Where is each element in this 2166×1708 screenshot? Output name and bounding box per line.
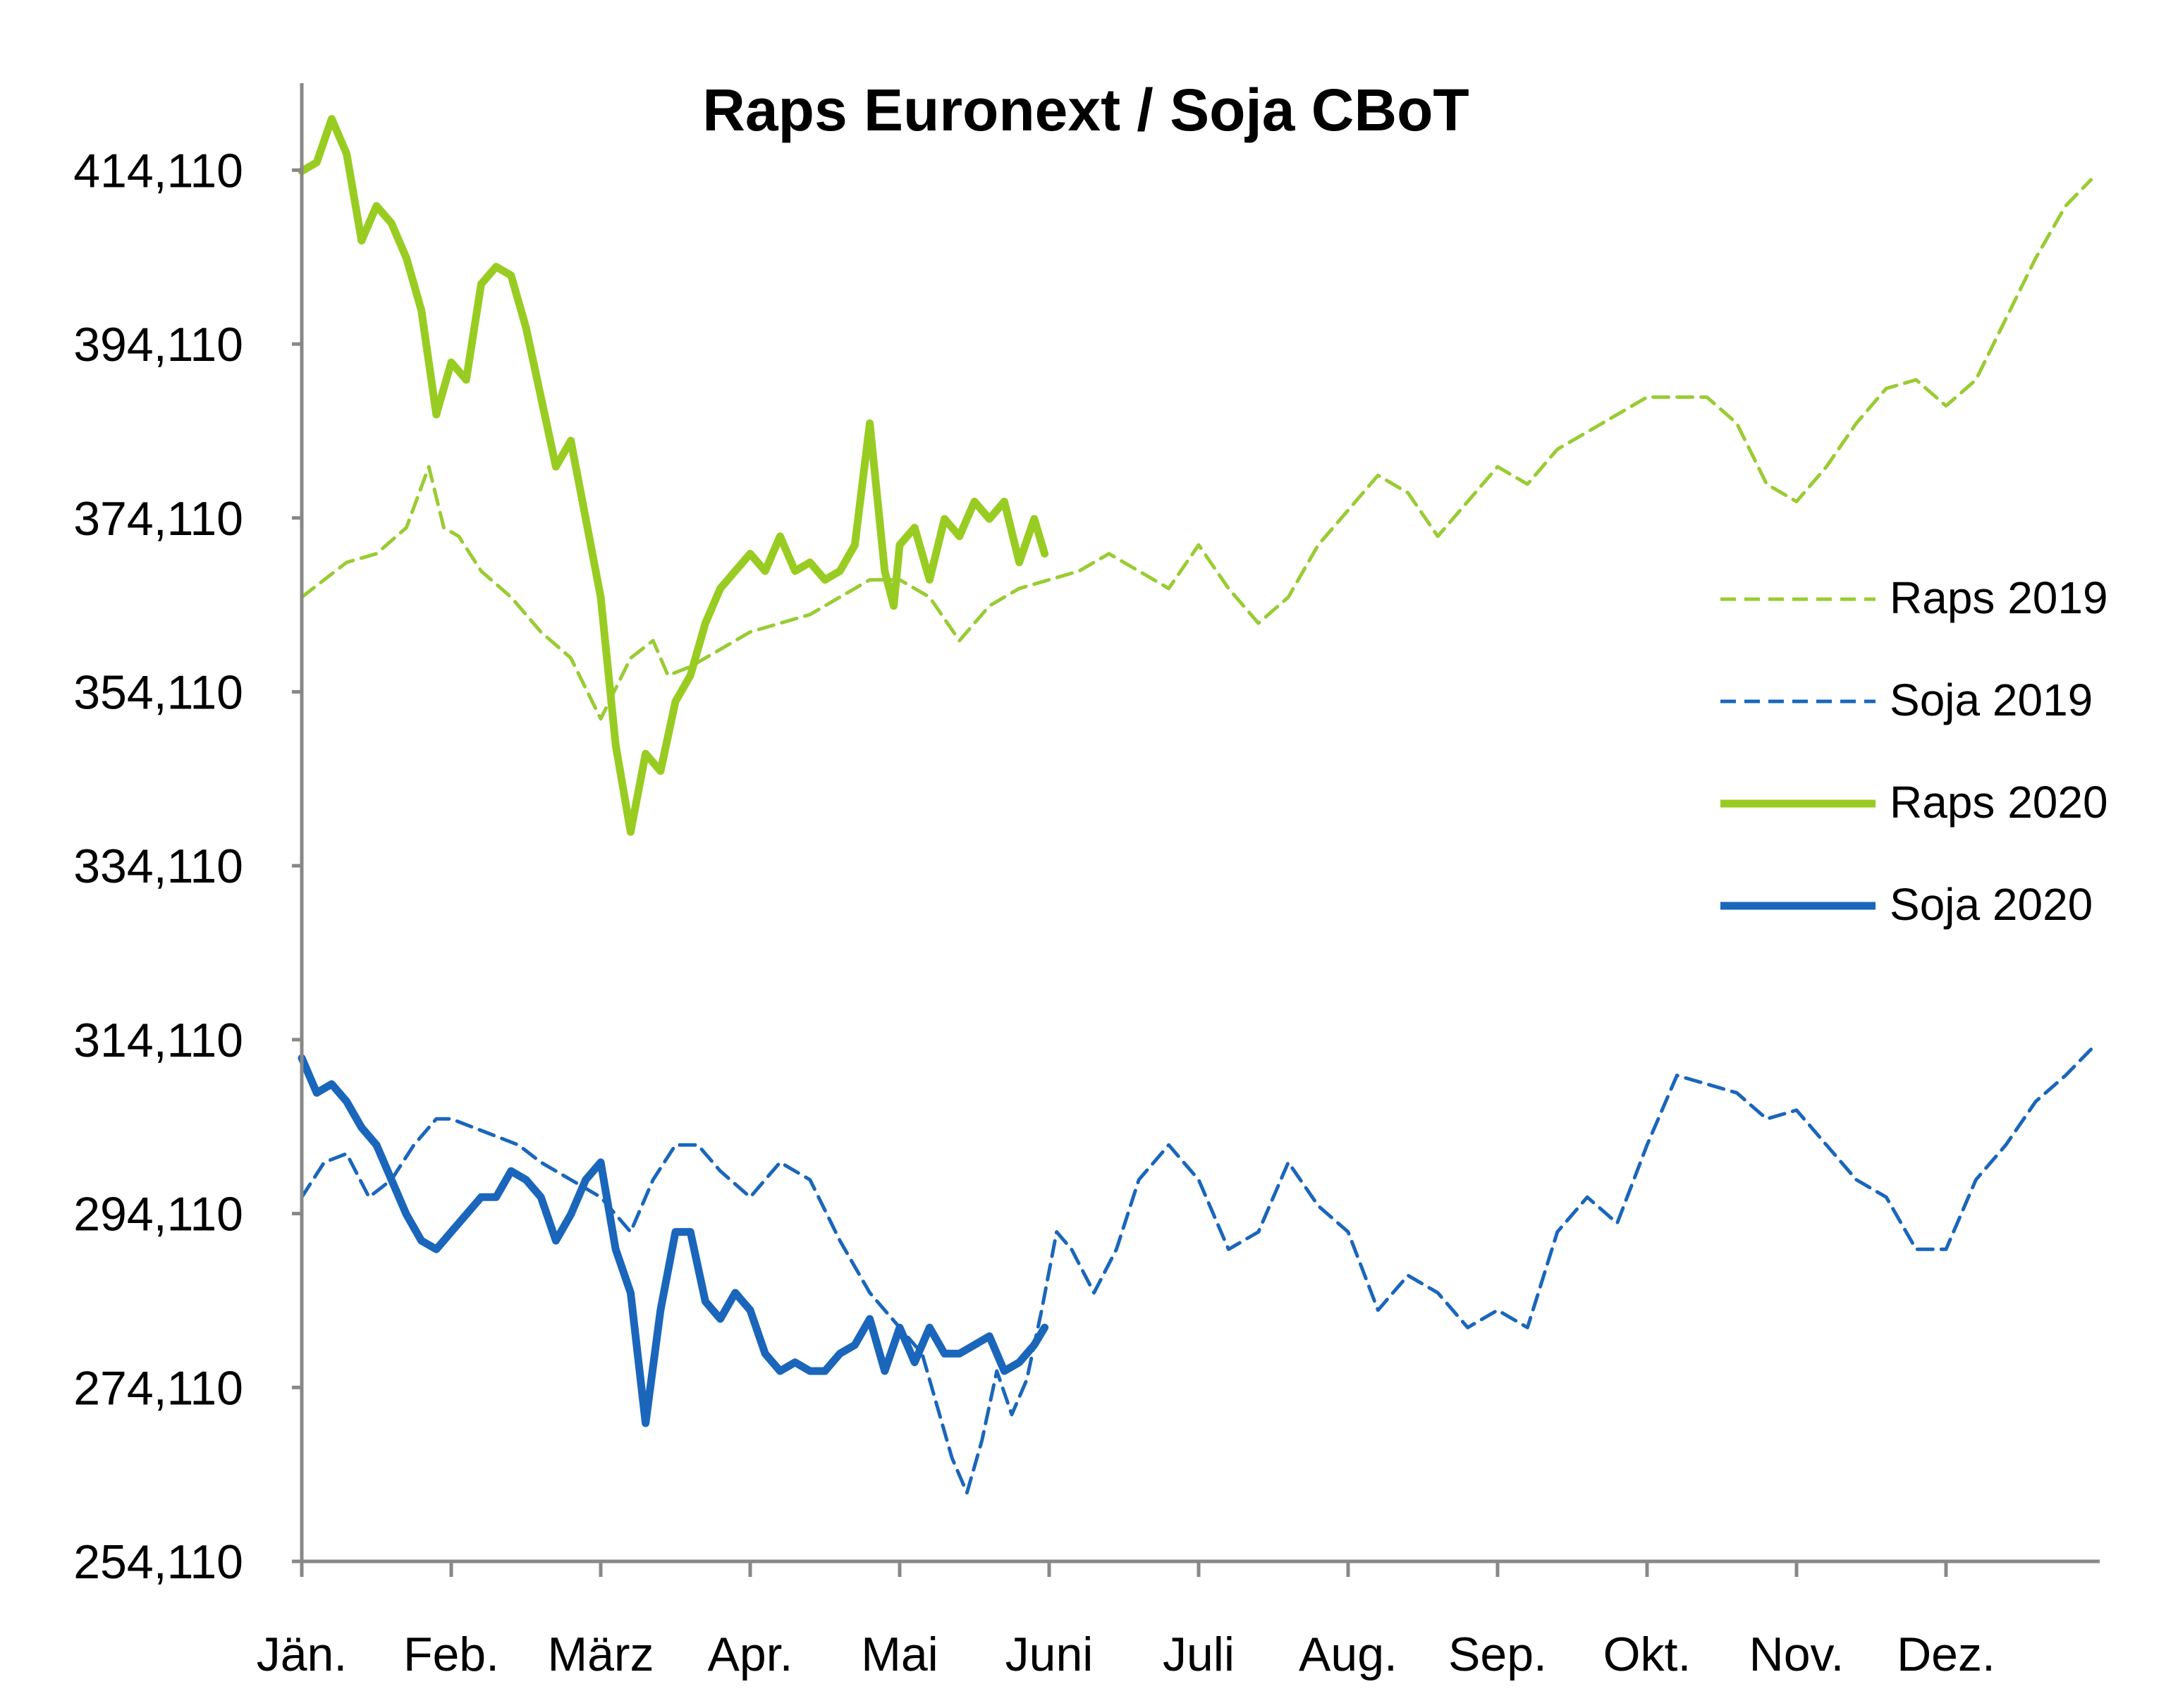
y-tick-label: 274,110 <box>73 1361 243 1415</box>
y-tick-label: 374,110 <box>73 492 243 546</box>
x-tick-label: Dez. <box>1897 1628 1995 1681</box>
series-line-raps-2020 <box>298 115 1049 836</box>
series-line-raps-2019 <box>300 178 2093 721</box>
x-tick-label: Apr. <box>708 1628 793 1681</box>
series-line-soja-2019 <box>300 1047 2093 1495</box>
legend-label-raps-2020: Raps 2020 <box>1890 777 2108 828</box>
x-tick-label: Sep. <box>1448 1628 1547 1681</box>
y-tick-label: 334,110 <box>73 840 243 893</box>
axis-layer <box>300 83 2100 1563</box>
x-tick-label: März <box>547 1628 654 1681</box>
y-tick-label: 254,110 <box>73 1535 243 1589</box>
y-tick-label: 394,110 <box>73 318 243 371</box>
y-tick-label: 414,110 <box>73 144 243 197</box>
x-tick-label: Okt. <box>1603 1628 1691 1681</box>
legend: Raps 2019 Soja 2019 Raps 2020 Soja 2020 <box>1720 572 2108 930</box>
chart-title: Raps Euronext / Soja CBoT <box>702 77 1469 143</box>
legend-label-raps-2019: Raps 2019 <box>1890 572 2108 623</box>
x-tick-label: Juli <box>1163 1628 1235 1681</box>
x-tick-label: Mai <box>861 1628 938 1681</box>
series-line-soja-2020 <box>298 1054 1049 1427</box>
x-tick-labels: Jän. Feb. März Apr. Mai Juni Juli Aug. Sep. Okt. N… <box>257 1561 1995 1681</box>
x-tick-label: Feb. <box>403 1628 499 1681</box>
x-tick-label: Juni <box>1005 1628 1094 1681</box>
y-tick-label: 294,110 <box>73 1188 243 1241</box>
y-tick-labels: 254,110 274,110 294,110 314,110 334,110 354,1… <box>73 144 302 1589</box>
x-tick-label: Nov. <box>1749 1628 1844 1681</box>
legend-label-soja-2020: Soja 2020 <box>1890 879 2093 930</box>
y-tick-label: 314,110 <box>73 1014 243 1067</box>
y-tick-label: 354,110 <box>73 665 243 719</box>
legend-label-soja-2019: Soja 2019 <box>1890 675 2093 725</box>
x-tick-label: Jän. <box>257 1628 348 1681</box>
series-layer <box>298 115 2093 1495</box>
x-tick-label: Aug. <box>1299 1628 1397 1681</box>
